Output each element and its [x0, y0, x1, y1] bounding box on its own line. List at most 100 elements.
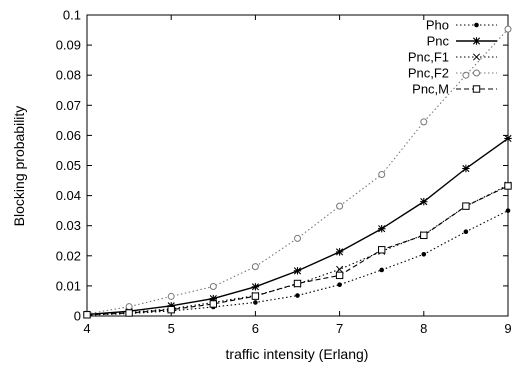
point-star [472, 37, 481, 45]
series [83, 134, 512, 319]
point-star [251, 283, 260, 291]
point-dot [463, 229, 469, 235]
data-point [462, 71, 470, 79]
x-tick-label: 6 [252, 321, 259, 336]
series-line [86, 137, 509, 316]
y-tick-label: 0.09 [56, 38, 81, 53]
data-point [472, 85, 481, 93]
y-tick-label: 0.03 [56, 218, 81, 233]
data-point [420, 118, 428, 126]
data-point [421, 251, 427, 257]
point-circle [462, 71, 470, 79]
data-point [125, 309, 133, 317]
data-point [251, 263, 259, 271]
point-square [209, 300, 218, 308]
data-point [294, 234, 301, 242]
legend-label: Pho [426, 18, 449, 33]
data-point [473, 69, 480, 77]
data-point [337, 282, 342, 287]
series [83, 182, 512, 319]
legend-entry: Pnc,F2 [408, 66, 497, 81]
point-x [336, 265, 344, 273]
point-square [420, 231, 428, 240]
point-square [125, 309, 133, 317]
point-square [462, 202, 470, 210]
legend-label: Pnc [427, 34, 450, 49]
data-point [167, 292, 175, 300]
point-square [167, 305, 175, 314]
y-tick-label: 0.06 [56, 128, 81, 143]
data-point [251, 283, 260, 291]
series-line [86, 28, 509, 315]
data-point [293, 267, 302, 275]
data-point [209, 294, 217, 303]
data-point [462, 164, 470, 173]
y-tick-label: 0.01 [56, 278, 81, 293]
legend-entry: Pnc [427, 34, 497, 49]
point-square [335, 271, 344, 280]
y-tick-label: 0.04 [56, 188, 81, 203]
x-tick-label: 5 [168, 321, 175, 336]
data-point [295, 293, 300, 298]
point-square [378, 246, 386, 254]
data-point [336, 202, 344, 210]
series [83, 181, 512, 319]
data-point [472, 37, 481, 45]
point-circle [473, 69, 480, 77]
legend-label: Pnc,F2 [408, 66, 449, 81]
point-star [293, 267, 302, 275]
point-star [167, 302, 175, 310]
data-point [378, 246, 386, 254]
data-point [420, 231, 428, 240]
point-star [209, 294, 217, 303]
x-tick-label: 4 [83, 321, 90, 336]
point-square [293, 279, 302, 288]
data-point [463, 229, 469, 235]
point-dot [337, 282, 342, 287]
point-star [420, 197, 428, 206]
data-point [505, 208, 511, 213]
data-point [462, 202, 470, 210]
y-tick-label: 0.02 [56, 248, 81, 263]
y-tick-label: 0.07 [56, 98, 81, 113]
data-point [472, 53, 481, 61]
legend-label: Pnc,F1 [408, 50, 449, 65]
series [84, 208, 511, 318]
series [83, 25, 512, 318]
data-point [167, 302, 175, 310]
point-star [504, 134, 512, 143]
data-point [83, 311, 91, 319]
point-star [462, 164, 470, 173]
legend-entry: Pnc,M [412, 82, 497, 97]
point-circle [420, 118, 428, 126]
data-point [293, 279, 302, 288]
series-line [86, 210, 509, 316]
legend-entry: Pnc,F1 [408, 50, 497, 65]
point-circle [251, 263, 259, 271]
point-square [251, 292, 260, 300]
legend-entry: Pho [426, 18, 497, 33]
point-square [504, 182, 512, 190]
data-point [335, 248, 344, 256]
x-axis-title: traffic intensity (Erlang) [226, 346, 369, 362]
point-x [472, 53, 481, 61]
x-tick-label: 9 [504, 321, 511, 336]
data-point [504, 134, 512, 143]
y-tick-label: 0.08 [56, 68, 81, 83]
point-circle [336, 202, 344, 210]
point-circle [167, 292, 175, 300]
point-star [335, 248, 344, 256]
point-circle [209, 283, 217, 291]
data-point [420, 197, 428, 206]
data-point [504, 25, 512, 33]
point-square [83, 311, 91, 319]
axis-ticks: 4 5 6 7 8 9 0 0.01 0.02 0.03 0.04 0.05 0.06 0.07 0.08 0… [56, 8, 512, 337]
x-tick-label: 8 [420, 321, 427, 336]
point-circle [125, 303, 133, 311]
data-point [209, 300, 218, 308]
data-point [335, 271, 344, 280]
point-circle [294, 234, 301, 242]
data-point [504, 182, 512, 190]
y-axis-title: Blocking probability [11, 106, 27, 227]
